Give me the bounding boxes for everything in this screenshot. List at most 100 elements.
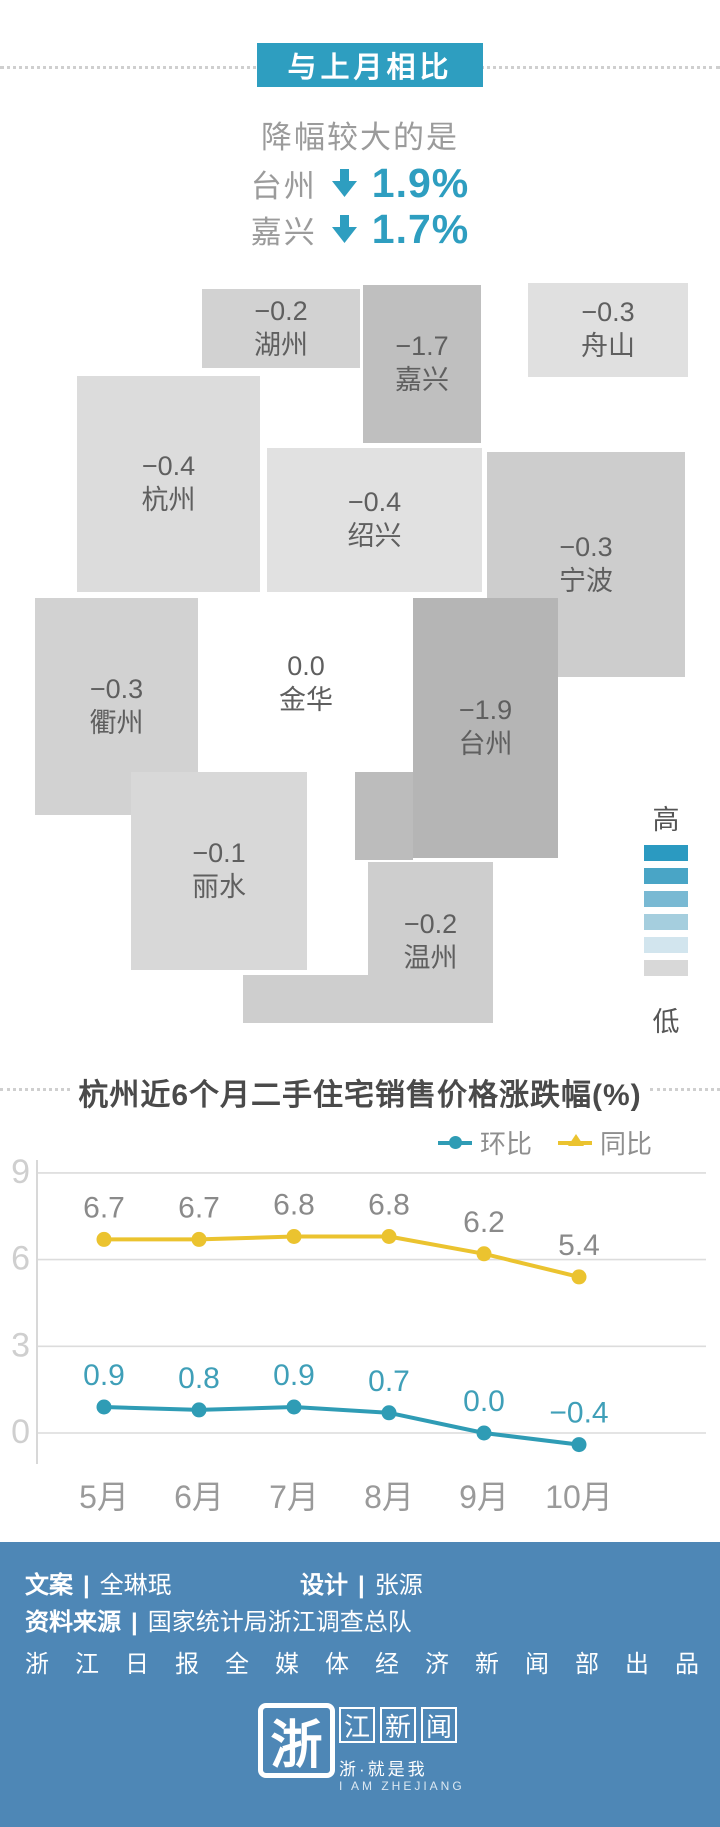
taizhou-ext <box>355 772 413 860</box>
x-tick-label: 7月 <box>269 1479 319 1515</box>
source-value: 国家统计局浙江调查总队 <box>147 1609 412 1636</box>
credit-label: 文案 <box>25 1572 73 1599</box>
tile-city-name: 宁波 <box>559 565 613 596</box>
map-tile-taizhou: −1.9 台州 <box>413 598 558 858</box>
header-badge: 与上月相比 <box>257 43 483 87</box>
map-legend-bar <box>644 845 688 861</box>
tile-value: −0.3 <box>89 673 144 704</box>
data-point <box>286 1229 302 1244</box>
title-dotted-left <box>0 1088 70 1091</box>
logo-tagline-en: I AM ZHEJIANG <box>339 1779 465 1793</box>
credit-designer: 设计 | 张源 <box>300 1565 423 1600</box>
line-chart-title: 杭州近6个月二手住宅销售价格涨跌幅(%) <box>78 1079 642 1112</box>
tile-value: −1.9 <box>458 695 513 726</box>
legend-label: 同比 <box>600 1129 653 1159</box>
tile-city-name: 杭州 <box>141 485 196 515</box>
data-label: 0.9 <box>273 1359 315 1392</box>
data-point <box>381 1229 397 1244</box>
credit-writer: 文案 | 全琳珉 <box>25 1565 172 1600</box>
map-legend-bar <box>644 960 688 976</box>
logo-character-box: 闻 <box>421 1707 457 1743</box>
logo-tagline: 浙·就是我 <box>339 1760 428 1779</box>
tile-city-name: 绍兴 <box>347 521 402 551</box>
data-point <box>96 1399 112 1415</box>
logo-character-box: 江 <box>339 1707 375 1743</box>
triangle-marker-icon <box>568 1133 585 1146</box>
map-tile-jinhua: 0.0 金华 <box>199 597 413 770</box>
map-tile-jiaxing: −1.7 嘉兴 <box>363 285 481 443</box>
highlight-value: 1.7% <box>371 205 470 252</box>
tile-city-name: 嘉兴 <box>395 365 449 395</box>
highlight-city: 嘉兴 <box>250 214 317 250</box>
data-label: 0.8 <box>178 1362 220 1395</box>
tile-city-name: 金华 <box>279 684 333 715</box>
x-tick-label: 10月 <box>545 1479 613 1515</box>
y-tick-label: 3 <box>11 1326 30 1364</box>
line-chart-plot: 0 3 6 9 6.7 6.7 6.8 6.8 6.2 5.4 0.9 0.8 0.9 0.7 0.0 −0.… <box>11 1153 706 1515</box>
separator: | <box>83 1572 90 1599</box>
map-tile-lishui: −0.1 丽水 <box>131 772 307 970</box>
tile-value: 0.0 <box>287 650 325 681</box>
tile-value: −0.1 <box>192 838 246 869</box>
zhejiang-news-wordmark: 江新闻 <box>339 1707 457 1743</box>
map-legend-low-label: 低 <box>652 1007 680 1037</box>
produced-by-line: 浙江日报全媒体经济新闻部出品 <box>25 1651 720 1678</box>
logo-character-box: 新 <box>380 1707 416 1743</box>
header-subtitle: 降幅较大的是 <box>261 120 459 155</box>
data-point <box>476 1246 492 1262</box>
data-point <box>96 1231 112 1247</box>
data-point <box>381 1405 397 1421</box>
map-legend-bar <box>644 891 688 907</box>
credit-label: 设计 <box>300 1572 348 1599</box>
tongbi-line-marker-icon <box>558 1133 593 1146</box>
tile-city-name: 台州 <box>458 729 513 759</box>
tile-value: −0.2 <box>254 295 308 326</box>
map-tile-hangzhou: −0.4 杭州 <box>77 376 260 592</box>
tile-value: −0.3 <box>581 297 635 328</box>
data-label: 6.8 <box>273 1189 315 1222</box>
x-tick-label: 8月 <box>364 1479 414 1515</box>
title-dotted-right <box>650 1088 720 1091</box>
data-label: 5.4 <box>558 1229 600 1262</box>
data-point <box>191 1231 207 1247</box>
chart-legend: 环比 同比 <box>438 1124 652 1161</box>
tile-city-name: 温州 <box>403 943 458 973</box>
data-point <box>571 1437 587 1453</box>
credit-value: 张源 <box>374 1572 423 1599</box>
map-tile-shaoxing: −0.4 绍兴 <box>267 448 482 592</box>
data-label: 6.8 <box>368 1189 410 1222</box>
data-label: −0.4 <box>549 1397 608 1430</box>
y-tick-label: 0 <box>11 1413 30 1451</box>
tile-city-name: 湖州 <box>254 329 308 360</box>
legend-label: 环比 <box>480 1129 533 1159</box>
highlight-row-jiaxing: 嘉兴 1.7% <box>0 206 720 252</box>
map-legend-high-label: 高 <box>652 805 680 835</box>
legend-item-huanbi: 环比 <box>438 1124 532 1161</box>
data-point <box>286 1399 302 1415</box>
data-label: 0.7 <box>368 1365 410 1398</box>
tile-city-name: 丽水 <box>192 872 246 902</box>
down-arrow-icon <box>331 215 357 243</box>
x-tick-label: 9月 <box>459 1479 509 1515</box>
highlight-row-taizhou: 台州 1.9% <box>0 160 720 206</box>
series-line-同比 <box>104 1234 580 1279</box>
data-point <box>191 1402 207 1418</box>
map-tile-wenzhou: −0.2 温州 <box>368 862 493 1022</box>
circle-marker-icon <box>449 1135 462 1149</box>
map-tile-zhoushan: −0.3 舟山 <box>528 283 688 377</box>
x-tick-label: 5月 <box>79 1479 129 1515</box>
separator: | <box>358 1572 365 1599</box>
source-label: 资料来源 <box>25 1609 121 1636</box>
data-point <box>571 1269 587 1285</box>
map-legend-bar <box>644 937 688 953</box>
huanbi-line-marker-icon <box>438 1135 472 1149</box>
zhejiang-news-seal-logo: 浙 <box>258 1703 335 1778</box>
data-source: 资料来源 | 国家统计局浙江调查总队 <box>25 1602 412 1637</box>
credit-value: 全琳珉 <box>99 1572 172 1599</box>
down-arrow-icon <box>331 169 357 197</box>
tile-city-name: 衢州 <box>89 707 144 738</box>
data-point <box>476 1425 492 1441</box>
separator: | <box>131 1609 138 1636</box>
legend-item-tongbi: 同比 <box>558 1124 652 1161</box>
data-label: 6.2 <box>463 1206 505 1239</box>
